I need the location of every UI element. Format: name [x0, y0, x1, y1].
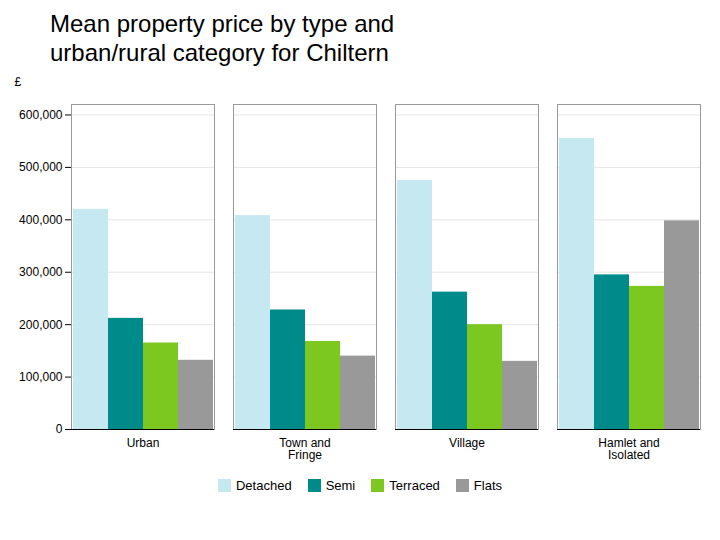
svg-text:Village: Village: [449, 436, 485, 450]
svg-text:£: £: [15, 75, 22, 89]
svg-text:Hamlet andIsolated: Hamlet andIsolated: [598, 436, 659, 462]
html-text:Mean property price by type an: Mean property price by type and urban/ru…: [50, 10, 395, 66]
html-text:Terraced: Terraced: [389, 477, 440, 493]
svg-text:100,000: 100,000: [19, 370, 63, 384]
svg-text:500,000: 500,000: [19, 160, 63, 174]
svg-text:300,000: 300,000: [19, 265, 63, 279]
svg-text:600,000: 600,000: [19, 107, 63, 121]
svg-text:200,000: 200,000: [19, 317, 63, 331]
html-text:Detached: Detached: [236, 477, 292, 493]
html-text:Semi: Semi: [325, 477, 356, 493]
svg-text:0: 0: [56, 422, 63, 436]
html-text:Flats: Flats: [473, 477, 502, 493]
svg-text:Urban: Urban: [127, 436, 160, 450]
svg-text:Town andFringe: Town andFringe: [279, 436, 330, 462]
svg-text:400,000: 400,000: [19, 212, 63, 226]
